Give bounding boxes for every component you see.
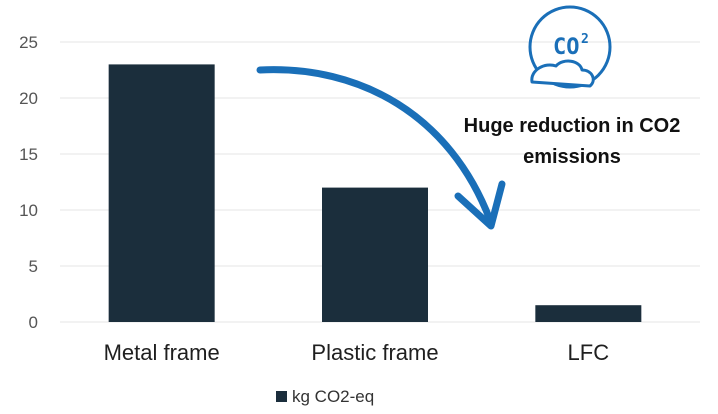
y-tick-label: 15 bbox=[19, 145, 38, 164]
y-tick-label: 5 bbox=[29, 257, 38, 276]
bar bbox=[322, 187, 428, 322]
category-label: Plastic frame bbox=[311, 340, 438, 365]
annotation-line-1: Huge reduction in CO2 bbox=[464, 115, 681, 137]
category-label: LFC bbox=[568, 340, 610, 365]
co2-icon-superscript: 2 bbox=[581, 32, 589, 47]
y-axis-ticks: 0 5 10 15 20 25 bbox=[19, 33, 38, 332]
bar bbox=[535, 305, 642, 322]
co2-icon-text: CO bbox=[553, 35, 580, 60]
reduction-arrow bbox=[256, 66, 506, 230]
legend-label: kg CO2-eq bbox=[292, 387, 374, 406]
y-tick-label: 20 bbox=[19, 89, 38, 108]
legend: kg CO2-eq bbox=[276, 387, 374, 406]
bars bbox=[108, 64, 642, 323]
annotation-line-2: emissions bbox=[523, 146, 621, 168]
bar bbox=[108, 64, 215, 323]
y-tick-label: 0 bbox=[29, 313, 38, 332]
category-label: Metal frame bbox=[104, 340, 220, 365]
legend-swatch bbox=[276, 391, 287, 402]
y-tick-label: 25 bbox=[19, 33, 38, 52]
y-tick-label: 10 bbox=[19, 201, 38, 220]
co2-cloud-icon: CO 2 bbox=[528, 5, 612, 89]
x-axis-categories: Metal frame Plastic frame LFC bbox=[104, 340, 610, 365]
arrow-curve bbox=[256, 66, 494, 224]
arrow-head bbox=[454, 180, 506, 230]
